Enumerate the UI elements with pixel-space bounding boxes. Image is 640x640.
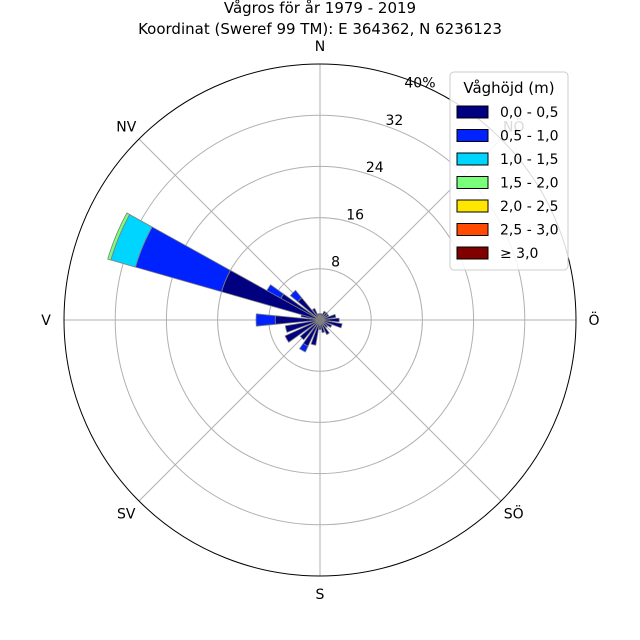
rose-bar-315-band-1 xyxy=(289,289,303,303)
chart-title-line2: Koordinat (Sweref 99 TM): E 364362, N 62… xyxy=(138,20,502,38)
legend-swatch-2 xyxy=(456,152,489,166)
radial-tick-2: 24 xyxy=(366,160,384,176)
rose-bars xyxy=(107,212,343,353)
legend: Våghöjd (m) 0,0 - 0,5 0,5 - 1,0 1,0 - 1,5 1,… xyxy=(449,71,569,271)
rose-bar-345-band-0 xyxy=(317,313,321,321)
legend-label-5: 2,5 - 3,0 xyxy=(500,223,558,239)
rose-bar-0-band-0 xyxy=(318,313,322,321)
rose-bar-105-band-0 xyxy=(319,319,343,329)
legend-swatch-1 xyxy=(456,129,489,142)
chart-title-line1: Vågros för år 1979 - 2019 xyxy=(224,0,416,17)
legend-swatch-6 xyxy=(456,246,489,260)
radial-max-label: 40% xyxy=(404,75,435,91)
rose-bar-330-band-0 xyxy=(312,307,321,321)
spoke-1 xyxy=(138,138,321,321)
legend-label-2: 1,0 - 1,5 xyxy=(500,152,558,168)
legend-swatch-0 xyxy=(456,105,489,119)
spoke-5 xyxy=(319,319,502,502)
polar-grid xyxy=(63,63,577,577)
rose-bar-90-band-0 xyxy=(319,317,340,323)
legend-label-0: 0,0 - 0,5 xyxy=(500,105,558,121)
rose-bar-45-band-0 xyxy=(319,312,328,321)
rose-bar-270-band-1 xyxy=(255,313,276,327)
legend-label-4: 2,0 - 2,5 xyxy=(500,199,558,215)
direction-label-3: SV xyxy=(117,507,136,523)
rose-bar-60-band-0 xyxy=(319,313,330,321)
rose-bar-main-band-1 xyxy=(134,226,231,293)
grid-ring-3 xyxy=(114,114,526,526)
legend-swatch-5 xyxy=(456,223,489,236)
outer-ring xyxy=(63,63,577,577)
grid-ring-2 xyxy=(165,165,475,475)
rose-bar-main-band-3 xyxy=(107,212,131,261)
legend-label-3: 1,5 - 2,0 xyxy=(500,176,558,192)
legend-title: Våghöjd (m) xyxy=(463,79,554,97)
rose-bar-120-band-0 xyxy=(319,319,333,328)
legend-label-6: ≥ 3,0 xyxy=(500,246,538,262)
rose-bar-main-band-0 xyxy=(221,269,321,321)
radial-tick-3: 32 xyxy=(385,113,403,129)
radial-tick-1: 16 xyxy=(346,207,364,223)
radial-tick-0: 8 xyxy=(331,255,340,271)
spoke-3 xyxy=(138,319,321,502)
direction-label-1: NV xyxy=(116,119,136,135)
rose-bar-195-band-0 xyxy=(310,319,321,346)
rose-bar-135-band-0 xyxy=(319,319,328,328)
rose-bar-210-band-1 xyxy=(299,342,309,353)
legend-label-1: 0,5 - 1,0 xyxy=(500,129,558,145)
direction-label-0: N xyxy=(315,39,325,55)
radial-tick-labels: 8 16 24 32 40% xyxy=(331,75,435,270)
rose-bar-180-band-0 xyxy=(318,319,322,331)
legend-box xyxy=(449,71,569,271)
legend-swatch-4 xyxy=(456,199,489,213)
rose-bar-225-band-0 xyxy=(299,319,321,341)
rose-bar-75-band-0 xyxy=(319,313,337,321)
rose-bar-165-band-0 xyxy=(319,319,325,334)
legend-swatch-3 xyxy=(456,176,489,189)
rose-bar-240-band-0 xyxy=(284,319,321,343)
rose-bar-255-band-0 xyxy=(284,319,321,333)
direction-label-2: V xyxy=(41,313,51,329)
direction-label-6: Ö xyxy=(588,311,599,329)
grid-ring-1 xyxy=(217,217,423,423)
rose-bar-150-band-0 xyxy=(319,319,330,336)
direction-label-5: SÖ xyxy=(504,505,524,523)
direction-label-4: S xyxy=(316,587,325,603)
